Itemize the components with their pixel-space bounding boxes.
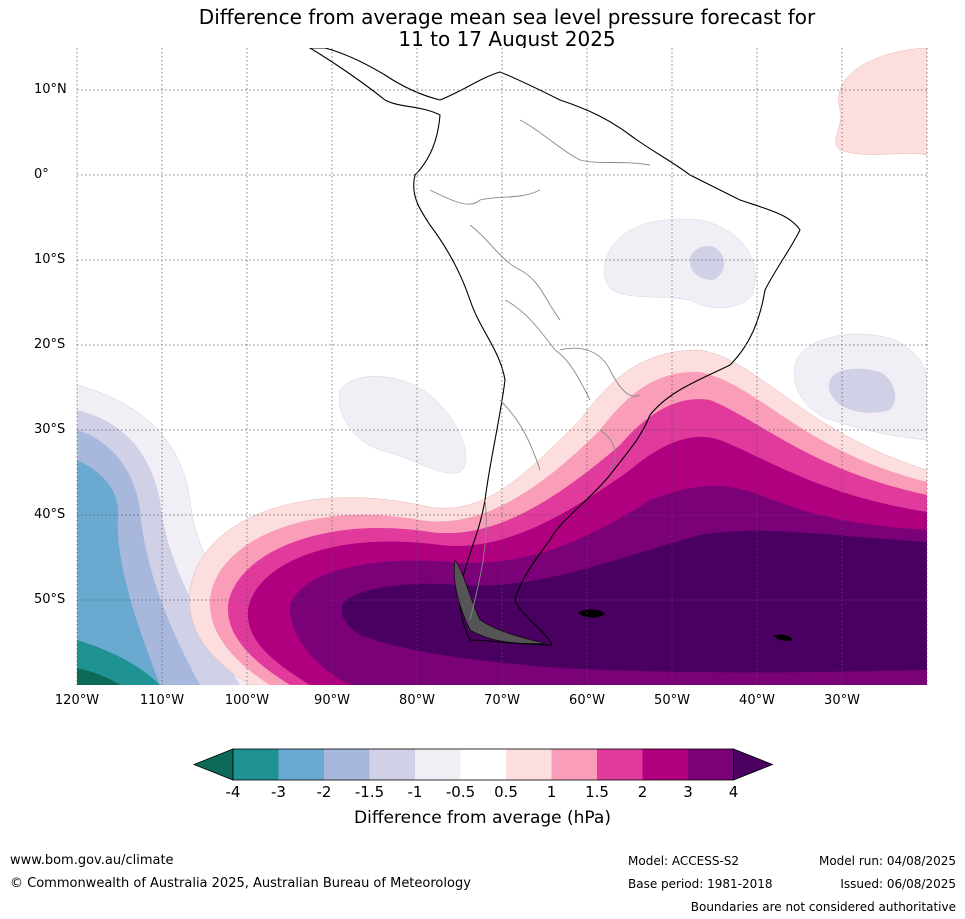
colorbar-cell-10 — [688, 749, 734, 780]
boundary-2 — [469, 224, 561, 321]
boundary-3 — [504, 299, 591, 401]
colorbar-cell-6 — [506, 749, 552, 780]
lon-label-8: 40°W — [739, 693, 775, 708]
colorbar-label-11: 4 — [728, 783, 739, 801]
map-title: Difference from average mean sea level p… — [0, 6, 965, 50]
anomaly-neg-4 — [77, 668, 120, 685]
lon-label-9: 30°W — [824, 693, 860, 708]
lat-label-4: 30°S — [34, 422, 66, 437]
colorbar-label-8: 1.5 — [585, 783, 609, 801]
lon-label-6: 60°W — [569, 693, 605, 708]
lon-label-1: 110°W — [139, 693, 185, 708]
anomaly-neg-05-brazil — [603, 218, 756, 309]
colorbar-cell-4 — [415, 749, 461, 780]
boundary-8 — [599, 429, 616, 471]
lat-label-0: 10°N — [34, 82, 67, 97]
anomaly-neg-3 — [77, 640, 160, 685]
footer-model: Model: ACCESS-S2 — [628, 854, 740, 868]
country-boundaries — [429, 119, 651, 621]
colorbar — [192, 748, 774, 781]
footer-base-period: Base period: 1981-2018 — [628, 877, 773, 891]
anomaly-pos-05-north-atlantic — [835, 48, 927, 156]
lat-label-5: 40°S — [34, 507, 66, 522]
colorbar-cell-5 — [460, 749, 506, 780]
south-georgia — [773, 634, 793, 641]
gridlines — [76, 48, 928, 685]
lon-label-4: 80°W — [399, 693, 435, 708]
boundary-5 — [559, 347, 641, 397]
colorbar-title: Difference from average (hPa) — [354, 808, 611, 828]
colorbar-label-6: 0.5 — [494, 783, 518, 801]
anomaly-neg-2 — [77, 460, 160, 685]
footer-issued: Issued: 06/08/2025 — [840, 877, 956, 891]
colorbar-label-5: -0.5 — [445, 783, 476, 801]
lat-label-3: 20°S — [34, 337, 66, 352]
tierra-del-fuego — [454, 559, 546, 644]
lon-label-0: 120°W — [54, 693, 100, 708]
colorbar-label-10: 3 — [683, 783, 693, 801]
lon-label-7: 50°W — [654, 693, 690, 708]
footer-model-run: Model run: 04/08/2025 — [818, 854, 956, 868]
colorbar-arrow-left — [192, 748, 234, 781]
colorbar-label-4: -1 — [407, 783, 423, 801]
lat-label-6: 50°S — [34, 592, 66, 607]
colorbar-cell-8 — [597, 749, 643, 780]
lat-label-2: 10°S — [34, 252, 66, 267]
colorbar-label-0: -4 — [225, 783, 241, 801]
anomaly-neg-05-pacific — [338, 376, 467, 474]
colorbar-cell-2 — [324, 749, 370, 780]
footer-copyright: © Commonwealth of Australia 2025, Austra… — [10, 876, 471, 891]
title-line-1: Difference from average mean sea level p… — [198, 5, 816, 29]
footer-disclaimer: Boundaries are not considered authoritat… — [690, 900, 956, 914]
colorbar-label-9: 2 — [637, 783, 648, 801]
colorbar-cell-9 — [642, 749, 688, 780]
boundary-6 — [469, 499, 487, 621]
south-america-coastline — [308, 48, 801, 646]
anomaly-neg-1-brazil — [689, 246, 725, 280]
lat-label-1: 0° — [34, 167, 49, 182]
colorbar-label-2: -2 — [316, 783, 332, 801]
boundary-4 — [499, 399, 541, 471]
footer-url: www.bom.gov.au/climate — [10, 853, 174, 868]
colorbar-cell-1 — [278, 749, 324, 780]
colorbar-cell-7 — [551, 749, 597, 780]
lon-label-5: 70°W — [484, 693, 520, 708]
coastlines — [308, 48, 801, 646]
colorbar-border — [232, 748, 734, 781]
anomaly-neg-1-atlantic — [828, 368, 896, 413]
colorbar-label-7: 1 — [546, 783, 557, 801]
colorbar-label-3: -1.5 — [354, 783, 385, 801]
colorbar-cell-0 — [233, 749, 279, 780]
colorbar-label-1: -3 — [271, 783, 286, 801]
colorbar-cell-3 — [369, 749, 415, 780]
boundary-1 — [429, 189, 541, 205]
lon-label-2: 100°W — [224, 693, 270, 708]
boundary-7 — [519, 119, 651, 166]
falkland-islands — [578, 609, 605, 618]
lon-label-3: 90°W — [314, 693, 350, 708]
title-line-2: 11 to 17 August 2025 — [398, 27, 616, 51]
colorbar-arrow-right — [733, 748, 774, 781]
